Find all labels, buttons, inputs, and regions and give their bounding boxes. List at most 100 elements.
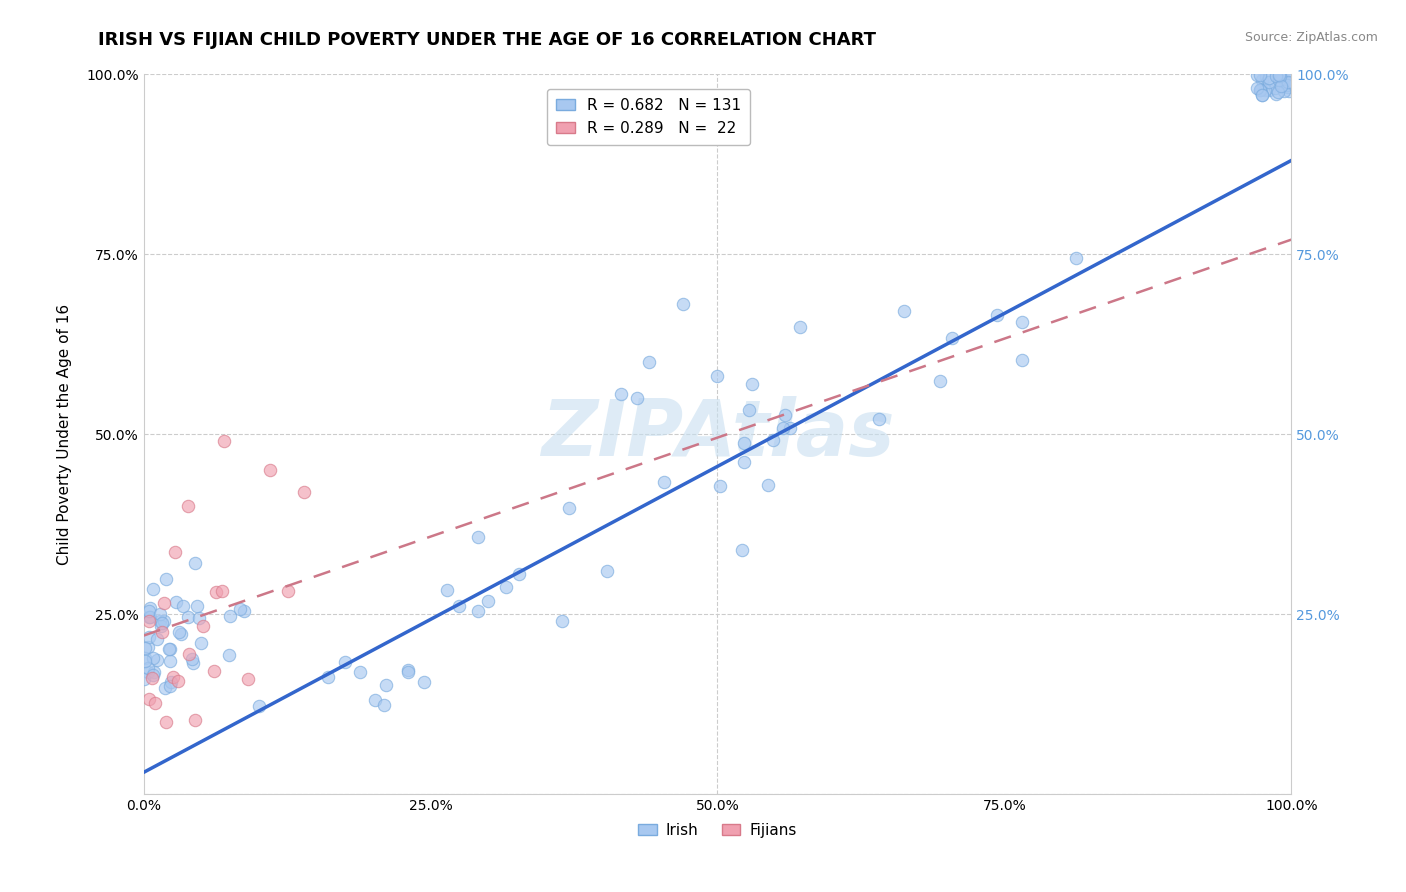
Point [1011,315,1033,329]
Point [398,665,420,679]
Point [149,607,172,621]
Point [447,599,470,613]
Point [1251,88,1274,103]
Point [986,308,1008,322]
Point [779,420,801,434]
Point [153,681,176,696]
Point [737,403,759,417]
Point [733,455,755,469]
Point [211,583,233,598]
Point [477,594,499,608]
Point [731,543,754,558]
Point [436,583,458,598]
Point [138,604,160,618]
Point [1264,69,1286,83]
Point [134,672,156,686]
Point [219,608,242,623]
Point [167,624,190,639]
Point [233,604,256,618]
Point [1264,80,1286,95]
Point [609,387,631,401]
Point [558,500,581,515]
Point [1265,87,1288,101]
Point [1011,352,1033,367]
Point [467,530,489,544]
Point [183,713,205,727]
Point [173,599,195,613]
Point [626,391,648,405]
Point [1278,72,1301,87]
Point [159,654,181,668]
Text: IRISH VS FIJIAN CHILD POVERTY UNDER THE AGE OF 16 CORRELATION CHART: IRISH VS FIJIAN CHILD POVERTY UNDER THE … [98,31,876,49]
Point [709,479,731,493]
Point [1250,81,1272,95]
Point [159,679,181,693]
Point [159,642,181,657]
Point [733,436,755,450]
Point [184,556,207,570]
Point [373,698,395,713]
Point [349,665,371,679]
Point [145,632,167,646]
Point [398,663,420,677]
Point [157,641,180,656]
Point [1267,85,1289,99]
Point [1251,88,1274,103]
Point [741,376,763,391]
Point [191,618,214,632]
Point [316,670,339,684]
Point [1246,80,1268,95]
Point [773,409,796,423]
Point [138,640,160,655]
Point [138,630,160,644]
Point [236,672,259,686]
Point [134,640,156,655]
Point [1268,68,1291,82]
Point [138,610,160,624]
Point [672,297,695,311]
Point [134,651,156,665]
Text: ZIPAtlas: ZIPAtlas [541,396,894,472]
Point [1254,83,1277,97]
Point [412,675,434,690]
Point [1277,75,1299,89]
Point [756,478,779,492]
Point [1246,68,1268,82]
Point [277,583,299,598]
Point [181,656,204,670]
Point [762,434,785,448]
Point [1270,79,1292,94]
Point [1267,70,1289,84]
Point [928,374,950,388]
Point [149,614,172,628]
Point [1257,75,1279,89]
Point [652,475,675,489]
Point [150,619,173,633]
Point [136,661,159,675]
Point [333,655,356,669]
Point [165,595,187,609]
Point [789,320,811,334]
Point [146,653,169,667]
Point [1257,83,1279,97]
Point [1249,83,1271,97]
Point [550,614,572,628]
Point [637,355,659,369]
Point [153,614,176,628]
Point [508,566,530,581]
Point [772,421,794,435]
Point [467,604,489,618]
Point [142,582,165,597]
Point [1064,252,1087,266]
Point [1254,70,1277,85]
Point [143,665,166,679]
Point [177,499,200,513]
Point [1277,78,1299,92]
Point [893,304,915,318]
Point [170,627,193,641]
Point [1277,76,1299,90]
Y-axis label: Child Poverty Under the Age of 16: Child Poverty Under the Age of 16 [58,303,72,565]
Point [176,610,198,624]
Point [165,545,187,559]
Point [155,714,177,729]
